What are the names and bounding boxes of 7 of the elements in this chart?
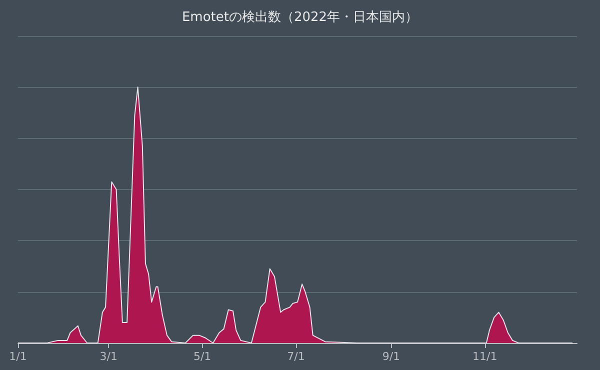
x-tick-label: 3/1 — [100, 350, 118, 363]
x-tick-label: 1/1 — [9, 350, 27, 363]
x-tick-label: 11/1 — [472, 350, 498, 363]
x-tick-label: 9/1 — [382, 350, 400, 363]
x-tick-label: 5/1 — [193, 350, 212, 363]
chart-title: Emotetの検出数（2022年・日本国内） — [182, 10, 418, 25]
x-tick-label: 7/1 — [287, 350, 305, 363]
